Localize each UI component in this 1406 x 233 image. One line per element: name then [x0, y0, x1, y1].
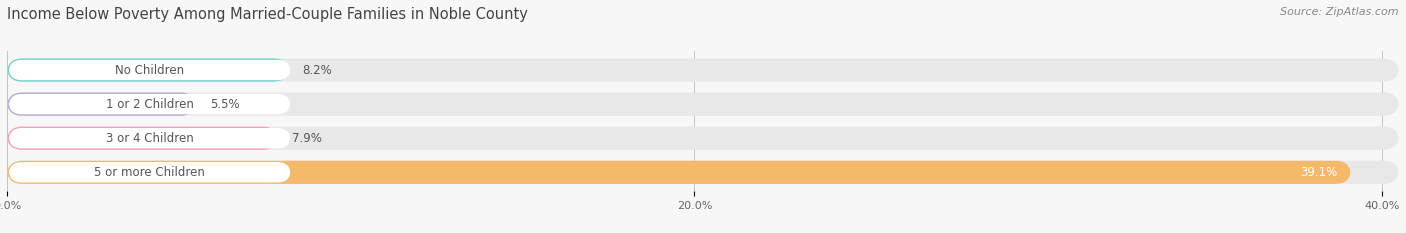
FancyBboxPatch shape — [8, 128, 291, 148]
Text: Income Below Poverty Among Married-Couple Families in Noble County: Income Below Poverty Among Married-Coupl… — [7, 7, 527, 22]
Text: 3 or 4 Children: 3 or 4 Children — [105, 132, 194, 145]
FancyBboxPatch shape — [8, 162, 291, 182]
FancyBboxPatch shape — [7, 58, 288, 82]
Text: 7.9%: 7.9% — [292, 132, 322, 145]
Text: 5 or more Children: 5 or more Children — [94, 166, 205, 179]
FancyBboxPatch shape — [7, 58, 1399, 82]
FancyBboxPatch shape — [7, 161, 1399, 184]
FancyBboxPatch shape — [8, 60, 291, 80]
Text: 1 or 2 Children: 1 or 2 Children — [105, 98, 194, 111]
FancyBboxPatch shape — [7, 161, 1351, 184]
Text: No Children: No Children — [115, 64, 184, 76]
Text: 39.1%: 39.1% — [1301, 166, 1337, 179]
FancyBboxPatch shape — [8, 94, 291, 114]
Text: 5.5%: 5.5% — [209, 98, 239, 111]
FancyBboxPatch shape — [7, 93, 195, 116]
FancyBboxPatch shape — [7, 127, 1399, 150]
FancyBboxPatch shape — [7, 127, 278, 150]
Text: Source: ZipAtlas.com: Source: ZipAtlas.com — [1281, 7, 1399, 17]
FancyBboxPatch shape — [7, 93, 1399, 116]
Text: 8.2%: 8.2% — [302, 64, 332, 76]
